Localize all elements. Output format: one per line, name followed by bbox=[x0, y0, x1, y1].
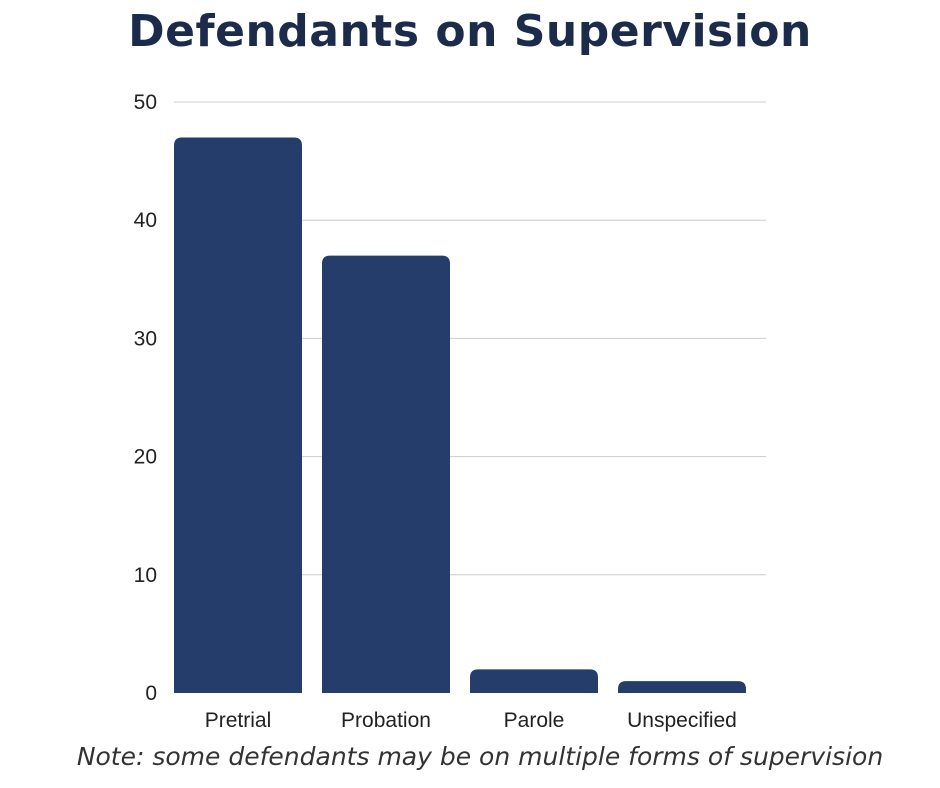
x-category-label: Pretrial bbox=[205, 709, 272, 732]
y-tick-label: 0 bbox=[145, 682, 157, 705]
y-axis-ticks: 0 10 20 30 40 50 bbox=[134, 91, 157, 705]
y-tick-label: 30 bbox=[134, 327, 157, 350]
bars bbox=[174, 137, 746, 693]
x-category-label: Unspecified bbox=[627, 709, 737, 732]
bar-probation bbox=[322, 255, 450, 693]
y-tick-label: 50 bbox=[134, 91, 157, 114]
y-tick-label: 40 bbox=[134, 209, 157, 232]
chart-title: Defendants on Supervision bbox=[128, 6, 812, 57]
bar-pretrial bbox=[174, 137, 302, 693]
bar-parole bbox=[470, 669, 598, 693]
bar-unspecified bbox=[618, 681, 746, 693]
x-category-label: Parole bbox=[504, 709, 565, 732]
x-axis-labels: Pretrial Probation Parole Unspecified bbox=[205, 709, 737, 732]
y-tick-label: 20 bbox=[134, 446, 157, 469]
x-category-label: Probation bbox=[341, 709, 431, 732]
y-tick-label: 10 bbox=[134, 564, 157, 587]
footnote: Note: some defendants may be on multiple… bbox=[76, 742, 884, 771]
